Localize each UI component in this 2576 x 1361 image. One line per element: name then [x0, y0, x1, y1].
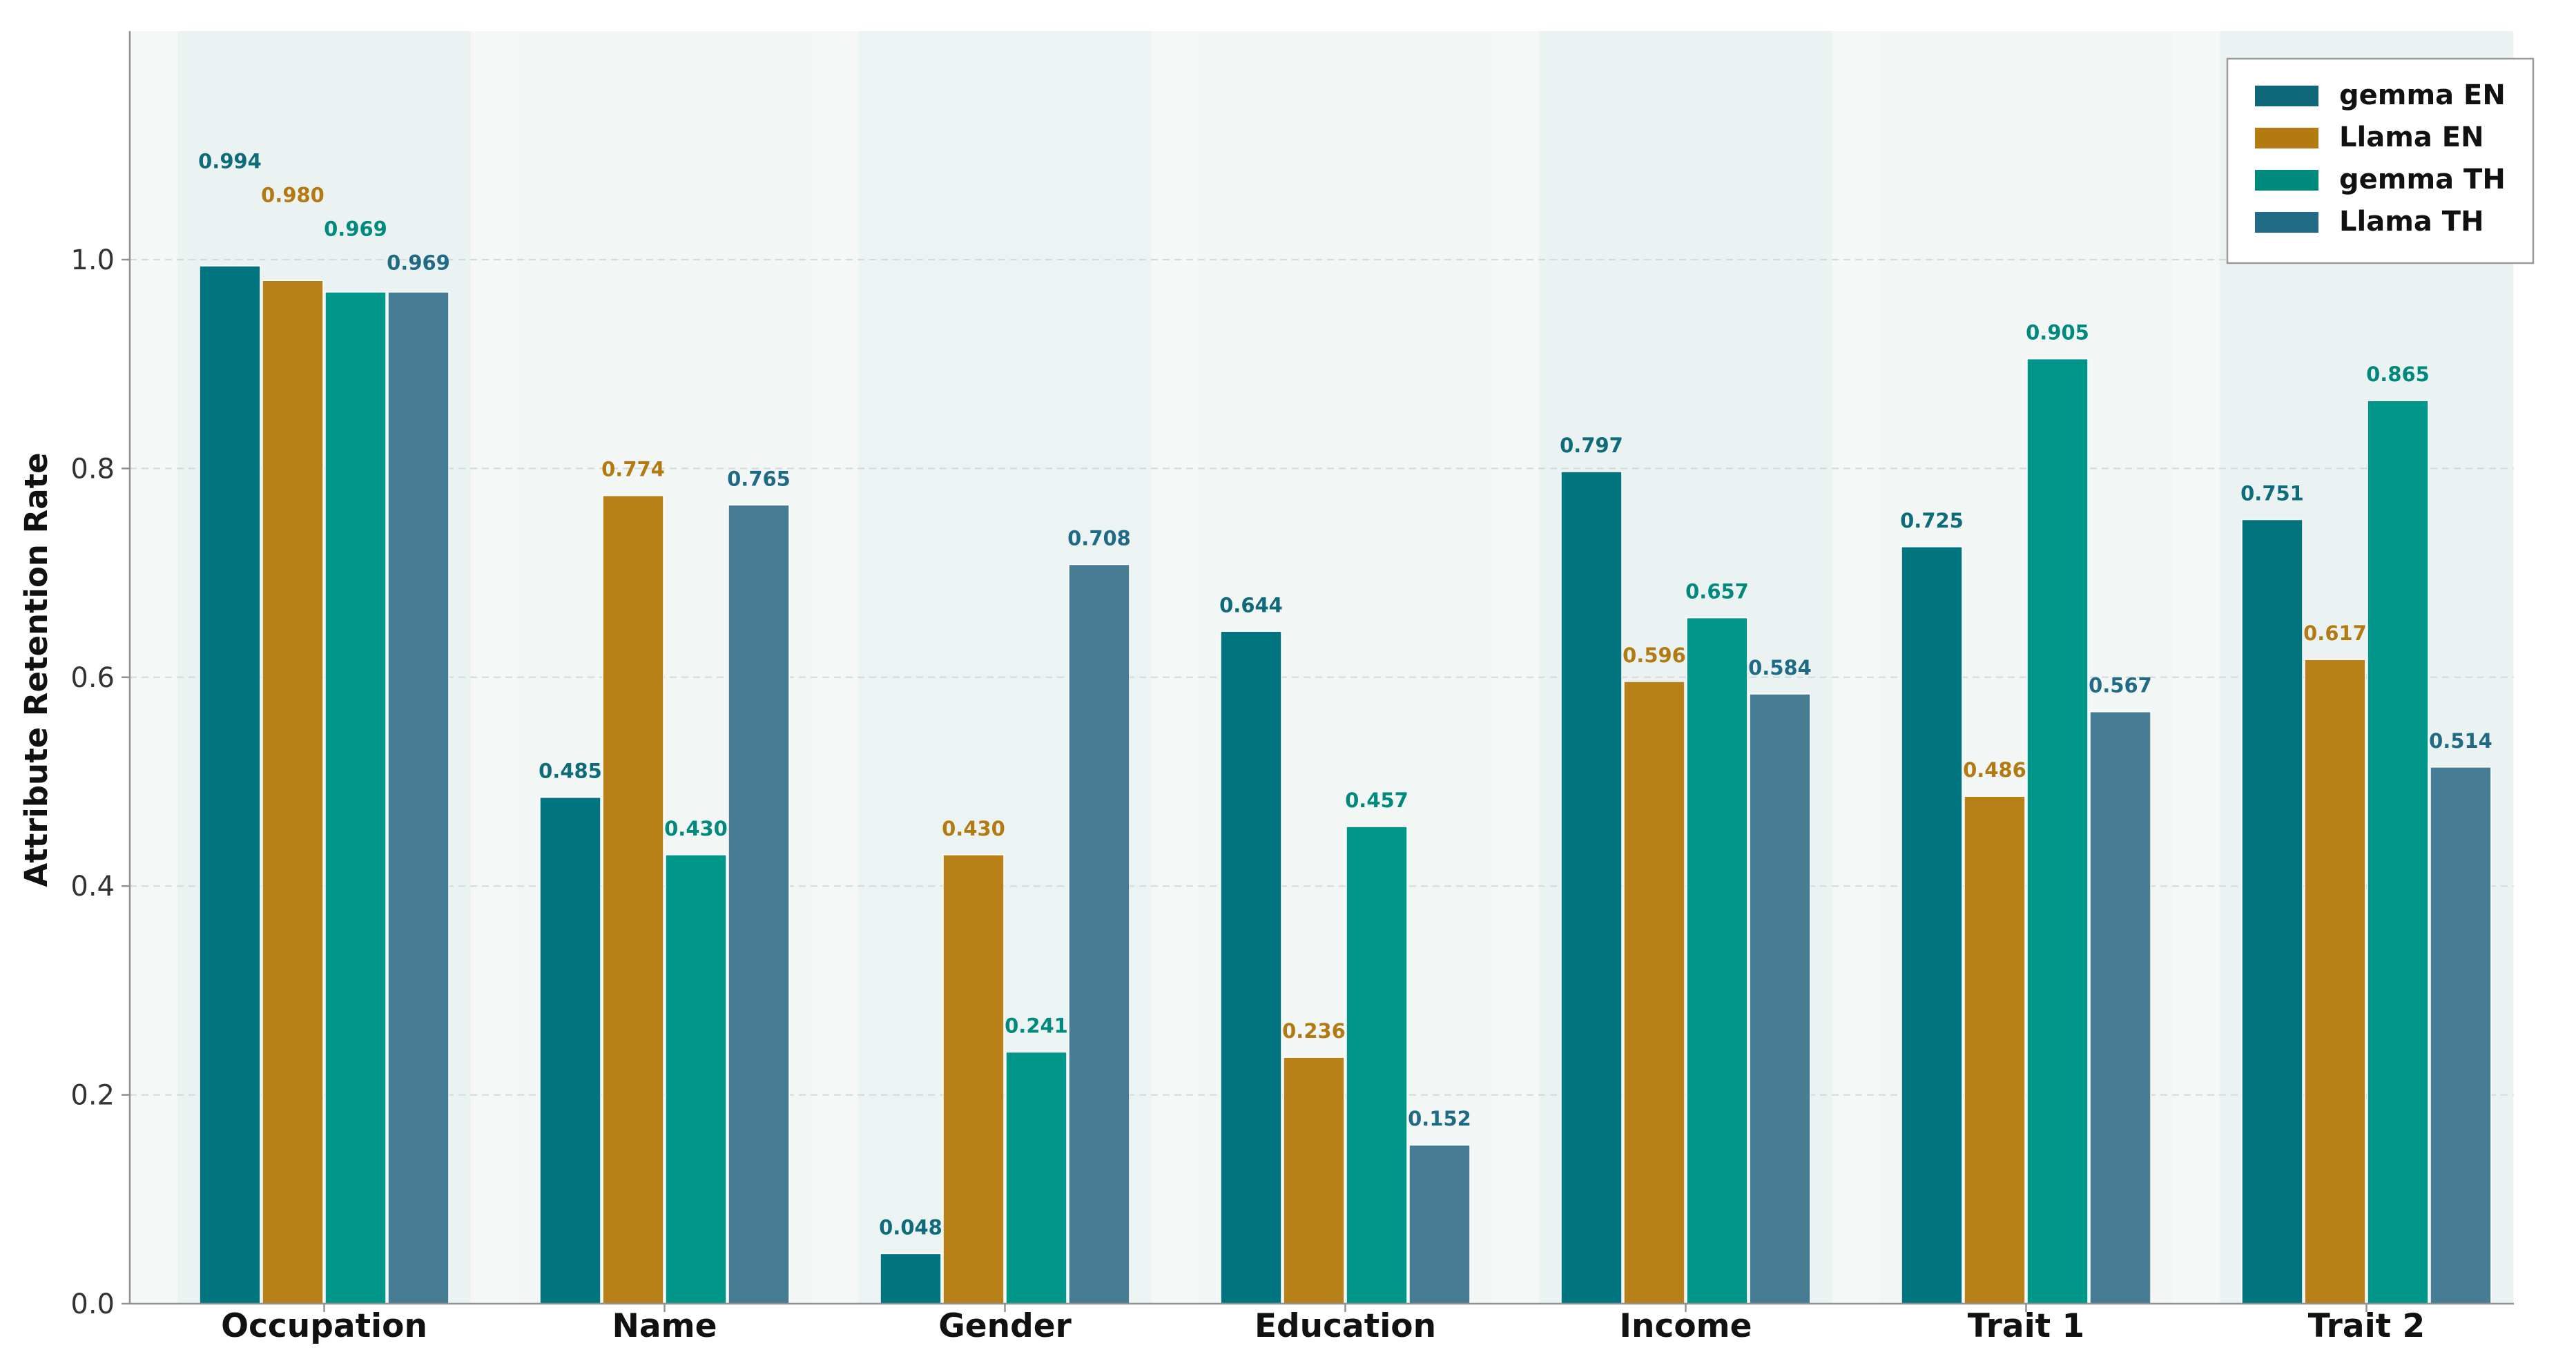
bar [665, 854, 727, 1304]
y-tick-label: 1.0 [70, 244, 115, 276]
data-label: 0.567 [2089, 674, 2152, 697]
data-label: 0.430 [942, 817, 1005, 840]
data-label: 0.765 [727, 467, 791, 490]
legend-swatch [2255, 128, 2318, 148]
legend-label: gemma EN [2339, 79, 2506, 111]
bars [199, 265, 2492, 1304]
data-label: 0.797 [1560, 434, 1623, 457]
data-label: 0.584 [1748, 656, 1812, 679]
bar [199, 265, 261, 1304]
data-label: 0.751 [2240, 481, 2304, 505]
x-tick-label: Gender [938, 1307, 1072, 1345]
bar [728, 504, 790, 1304]
legend-swatch [2255, 212, 2318, 233]
bar [539, 796, 601, 1304]
bar [2367, 400, 2429, 1304]
bar [1220, 630, 1282, 1304]
bar [1346, 826, 1408, 1304]
data-label: 0.152 [1408, 1107, 1471, 1130]
y-axis-label: Attribute Retention Rate [18, 452, 55, 887]
data-label: 0.048 [879, 1215, 942, 1239]
bar [387, 291, 449, 1304]
data-label: 0.644 [1219, 593, 1283, 617]
x-tick-label: Trait 1 [1968, 1307, 2084, 1345]
data-label: 0.596 [1623, 644, 1686, 667]
y-axis-ticks: 0.0 0.2 0.4 0.6 0.8 1.0 [70, 244, 130, 1320]
data-label: 0.865 [2366, 363, 2430, 386]
axes [128, 31, 2514, 1305]
x-tick-label: Name [612, 1307, 717, 1345]
legend-swatch [2255, 86, 2318, 106]
x-tick-label: Education [1255, 1307, 1436, 1345]
legend: gemma EN Llama EN gemma TH Llama TH [2226, 57, 2535, 264]
bar [1068, 563, 1130, 1304]
bar [1623, 681, 1685, 1304]
y-tick-label: 0.2 [70, 1080, 115, 1112]
legend-label: Llama EN [2339, 122, 2484, 153]
bar [880, 1253, 942, 1304]
bar [942, 854, 1005, 1304]
data-label: 0.725 [1900, 509, 1964, 532]
bar [2026, 358, 2089, 1304]
data-label: 0.430 [664, 817, 728, 840]
data-label: 0.485 [539, 760, 602, 783]
data-label: 0.617 [2303, 621, 2367, 645]
data-label: 0.708 [1067, 527, 1131, 550]
y-tick-label: 0.0 [70, 1288, 115, 1320]
bar [1560, 471, 1623, 1304]
bar [325, 291, 387, 1304]
data-label: 0.486 [1963, 758, 2026, 782]
bar [1749, 693, 1811, 1304]
bar [2430, 766, 2492, 1304]
bar [2304, 659, 2366, 1304]
x-tick-label: Income [1620, 1307, 1752, 1345]
bar [2241, 519, 2303, 1304]
legend-label: Llama TH [2339, 206, 2484, 238]
data-label: 0.514 [2429, 729, 2492, 753]
data-label: 0.980 [261, 183, 325, 206]
bar [1005, 1051, 1067, 1304]
value-labels: 0.994 0.485 0.048 0.644 0.797 0.725 0.751 0.980… [198, 149, 2492, 1239]
data-label: 0.241 [1005, 1014, 1068, 1038]
bar [1408, 1144, 1471, 1304]
y-tick-label: 0.4 [70, 871, 115, 902]
bar [2089, 711, 2151, 1304]
data-label: 0.969 [387, 251, 450, 274]
data-label: 0.905 [2026, 321, 2089, 345]
data-label: 0.969 [324, 217, 387, 240]
x-tick-label: Trait 2 [2308, 1307, 2425, 1345]
legend-swatch [2255, 170, 2318, 191]
bar [1283, 1056, 1345, 1304]
y-tick-label: 0.6 [70, 662, 115, 694]
data-label: 0.657 [1685, 580, 1749, 604]
data-label: 0.457 [1345, 789, 1408, 812]
bar [262, 280, 324, 1304]
data-label: 0.236 [1282, 1019, 1346, 1043]
data-label: 0.774 [601, 458, 665, 481]
bar [1901, 546, 1963, 1304]
data-label: 0.994 [198, 149, 262, 173]
bar [602, 494, 664, 1304]
bar [1964, 795, 2026, 1304]
y-tick-label: 0.8 [70, 453, 115, 485]
x-tick-label: Occupation [221, 1307, 427, 1345]
x-axis-ticks: Occupation Name Gender Education Income Trait… [221, 1304, 2425, 1345]
bar [1686, 617, 1748, 1304]
legend-label: gemma TH [2339, 164, 2506, 195]
